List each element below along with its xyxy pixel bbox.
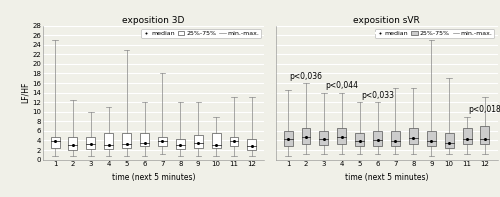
Bar xyxy=(122,133,131,148)
Legend: median, 25%-75%, min.-max.: median, 25%-75%, min.-max. xyxy=(142,29,262,38)
Title: exposition sVR: exposition sVR xyxy=(353,16,420,25)
Bar xyxy=(355,133,364,146)
Title: exposition 3D: exposition 3D xyxy=(122,16,184,25)
Bar xyxy=(320,131,328,145)
Bar xyxy=(373,131,382,146)
Bar xyxy=(230,137,238,146)
Y-axis label: LF/HF: LF/HF xyxy=(20,82,30,103)
Bar xyxy=(248,139,256,150)
Text: p<0,018: p<0,018 xyxy=(468,105,500,114)
Bar xyxy=(194,135,202,148)
Bar xyxy=(427,131,436,146)
Bar xyxy=(140,133,149,146)
Bar xyxy=(338,128,346,144)
Bar xyxy=(212,133,220,148)
Bar xyxy=(86,137,96,149)
Bar xyxy=(50,137,59,148)
Bar xyxy=(104,133,113,149)
Legend: median, 25%-75%, min.-max.: median, 25%-75%, min.-max. xyxy=(374,29,494,38)
Bar xyxy=(302,128,310,144)
Bar xyxy=(480,126,490,144)
Bar xyxy=(462,128,471,144)
X-axis label: time (next 5 minutes): time (next 5 minutes) xyxy=(345,173,428,181)
Bar xyxy=(391,131,400,146)
Text: p<0,033: p<0,033 xyxy=(361,91,394,100)
Bar xyxy=(284,131,292,146)
Bar xyxy=(176,139,185,149)
X-axis label: time (next 5 minutes): time (next 5 minutes) xyxy=(112,173,195,181)
Bar xyxy=(68,137,78,150)
Bar xyxy=(444,133,454,148)
Text: p<0,044: p<0,044 xyxy=(326,81,358,90)
Text: p<0,036: p<0,036 xyxy=(290,72,322,81)
Bar xyxy=(409,128,418,144)
Bar xyxy=(158,137,167,146)
